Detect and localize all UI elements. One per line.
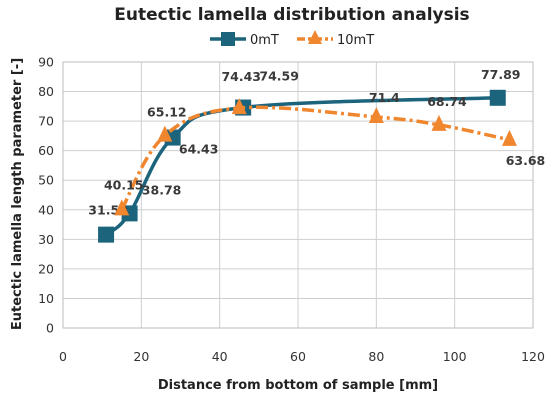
y-tick-label: 90 [38,55,54,70]
y-tick-label: 40 [38,202,54,217]
legend-item-10mT: 10mT [297,30,374,48]
data-point-10mT [231,98,247,115]
x-tick-label: 0 [59,349,67,364]
y-tick-label: 70 [38,114,54,129]
y-tick-label: 80 [38,84,54,99]
chart-title: Eutectic lamella distribution analysis [114,5,469,25]
x-tick-label: 100 [443,349,467,364]
data-label-0mT: 38.78 [142,182,182,197]
data-point-0mT [489,89,506,106]
data-label-0mT: 64.43 [179,142,219,157]
data-point-0mT [98,226,115,243]
x-tick-label: 120 [521,349,545,364]
y-tick-label: 0 [46,321,54,336]
x-axis-title: Distance from bottom of sample [mm] [158,378,438,393]
legend-marker-10mT [308,30,322,44]
data-label-10mT: 74.43 [221,69,261,84]
legend-marker-0mT [221,32,235,46]
legend-label-10mT: 10mT [337,33,374,48]
x-tick-label: 20 [133,349,149,364]
y-axis-title: Eutectic lamella length parameter [-] [10,58,25,330]
data-label-0mT: 77.89 [481,67,521,82]
x-tick-label: 60 [290,349,306,364]
legend: 0mT 10mT [210,30,374,48]
x-tick-label: 80 [368,349,384,364]
y-tick-label: 60 [38,143,54,158]
y-tick-label: 20 [38,261,54,276]
data-label-10mT: 40.15 [104,177,144,192]
data-point-10mT [114,199,130,216]
data-point-10mT [431,114,447,131]
data-label-10mT: 68.74 [427,94,467,109]
data-point-10mT [157,125,173,142]
data-label-10mT: 71.4 [369,90,400,105]
data-label-0mT: 74.59 [259,69,299,84]
legend-label-0mT: 0mT [250,33,279,48]
data-label-10mT: 63.68 [506,153,546,168]
data-label-10mT: 65.12 [147,105,187,120]
data-point-10mT [502,129,517,146]
legend-item-0mT: 0mT [210,32,279,48]
y-tick-label: 10 [38,291,54,306]
series-10mT: 40.15 65.12 74.43 71.4 68.74 63.68 [104,69,546,216]
y-tick-label: 30 [38,232,54,247]
data-point-10mT [368,107,384,124]
y-tick-label: 50 [38,173,54,188]
plot-border [62,61,534,329]
x-tick-label: 40 [212,349,228,364]
